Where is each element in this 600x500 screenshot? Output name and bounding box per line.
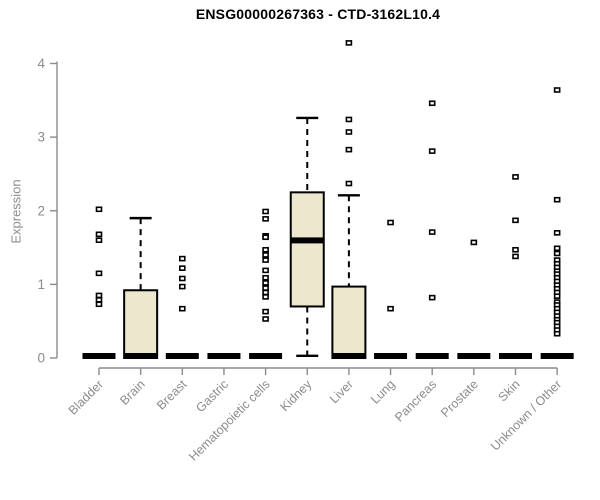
outlier-point-hematopoietic-cells [262,294,269,300]
outlier-point-hematopoietic-cells [262,289,269,296]
median-line-lung [374,353,408,359]
outlier-point-pancreas [428,148,436,154]
outlier-point-lung [387,305,394,312]
outlier-point-hematopoietic-cells [262,234,269,241]
x-tick-label: Unknown / Other [488,377,564,453]
outlier-point-pancreas [428,294,436,301]
median-line-gastric [207,353,241,359]
outlier-point-bladder [95,270,103,277]
y-tick-label: 1 [37,277,45,292]
outlier-point-bladder [95,206,103,213]
outlier-point-hematopoietic-cells [262,216,269,222]
outlier-point-hematopoietic-cells [262,280,269,286]
outlier-point-skin [512,174,519,180]
outlier-point-hematopoietic-cells [262,267,269,274]
outlier-point-skin [512,217,519,224]
x-tick-label: Liver [327,377,356,406]
outlier-point-bladder [95,231,103,238]
y-tick-label: 4 [37,56,45,71]
x-tick-label: Lung [368,377,398,407]
x-tick-label: Breast [154,377,190,413]
outlier-point-liver [345,146,353,153]
outlier-point-liver [345,129,353,135]
median-line-brain [124,353,158,359]
outlier-point-hematopoietic-cells [262,257,269,263]
x-tick-label: Pancreas [392,377,439,424]
x-tick-label: Hematopoietic cells [186,377,273,464]
median-line-skin [499,353,532,359]
outlier-point-hematopoietic-cells [262,208,269,215]
outlier-point-hematopoietic-cells [262,246,269,253]
median-line-liver [332,353,366,359]
outlier-point-breast [179,255,186,262]
outlier-point-unknown-other [553,330,561,337]
x-tick-label: Kidney [277,377,314,414]
x-tick-label: Prostate [438,377,481,420]
outlier-point-unknown-other [553,250,561,257]
outlier-point-breast [179,283,186,290]
median-line-hematopoietic-cells [249,353,283,359]
outlier-point-pancreas [428,229,436,235]
outlier-point-liver [345,116,353,123]
outlier-point-skin [512,246,519,253]
median-line-pancreas [415,353,449,359]
y-tick-label: 3 [37,130,45,145]
median-line-bladder [82,353,116,359]
y-tick-label: 0 [37,351,45,366]
outlier-point-bladder [95,301,103,308]
outlier-point-breast [179,265,186,271]
outlier-point-breast [179,275,186,282]
outlier-point-unknown-other [553,245,561,252]
outlier-point-hematopoietic-cells [262,252,269,258]
outlier-point-hematopoietic-cells [262,285,269,291]
x-tick-label: Brain [117,377,148,408]
outlier-point-liver [345,180,353,187]
outlier-point-unknown-other [553,196,561,203]
box-kidney [289,191,325,308]
outlier-point-hematopoietic-cells [262,274,269,281]
outlier-point-unknown-other [553,230,561,236]
outlier-point-bladder [95,297,103,303]
outlier-point-bladder [95,292,103,299]
outlier-point-pancreas [428,100,436,107]
x-tick-label: Skin [496,377,523,404]
outlier-point-breast [179,305,186,312]
box-liver [331,285,367,359]
outlier-point-unknown-other [553,87,561,93]
outlier-point-liver [345,40,353,46]
median-line-kidney [290,237,324,244]
outlier-point-lung [387,219,394,226]
outlier-point-hematopoietic-cells [262,316,269,322]
box-brain [123,289,159,360]
outlier-point-skin [512,253,519,260]
y-tick-label: 2 [37,203,45,218]
median-line-breast [165,353,199,359]
median-line-prostate [457,353,491,359]
outlier-point-prostate [470,239,478,246]
outlier-point-hematopoietic-cells [262,308,269,315]
chart-title: ENSG00000267363 - CTD-3162L10.4 [195,6,441,22]
x-tick-label: Gastric [193,377,231,415]
median-line-unknown-other [540,353,574,359]
outlier-point-unknown-other [553,293,561,299]
x-tick-label: Bladder [66,377,106,417]
outlier-point-bladder [95,237,103,243]
